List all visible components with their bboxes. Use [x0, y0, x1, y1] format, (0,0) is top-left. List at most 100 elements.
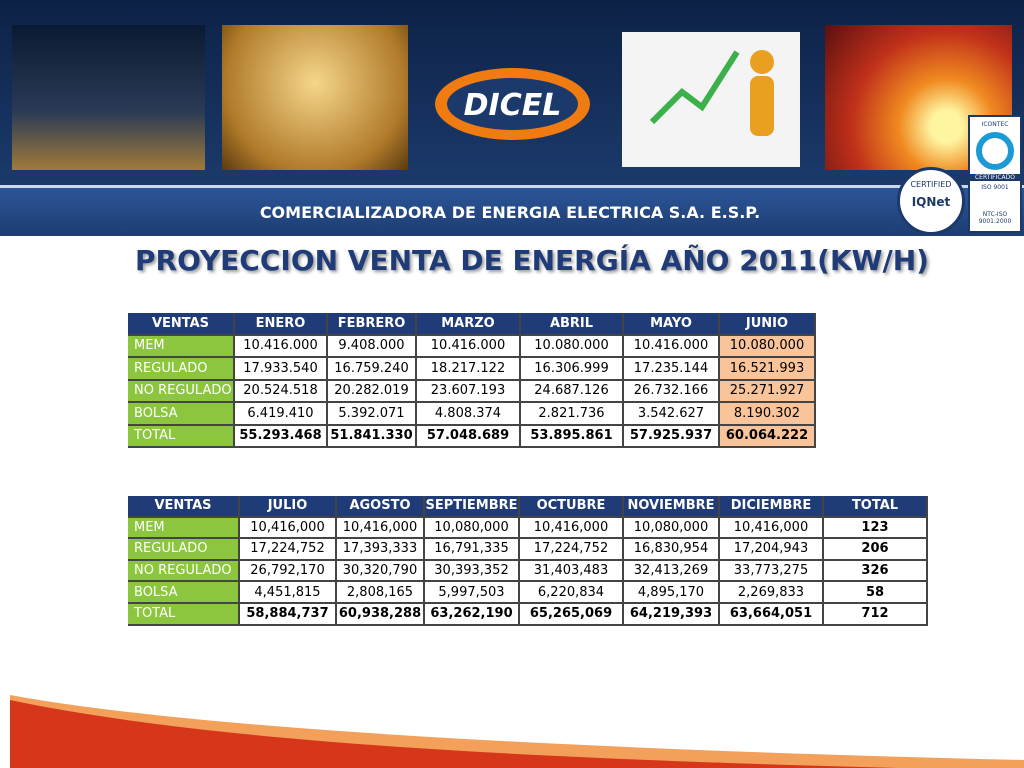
data-cell: 2,808,165: [337, 582, 425, 604]
data-cell: 58,884,737: [240, 604, 337, 626]
data-cell: 64,219,393: [624, 604, 720, 626]
data-cell: 55.293.468: [235, 425, 328, 448]
data-cell: 17.933.540: [235, 358, 328, 381]
logo-text: DICEL: [463, 88, 562, 123]
data-cell: 32,413,269: [624, 560, 720, 583]
data-cell: 16,791,335: [425, 539, 520, 561]
row-label: TOTAL: [128, 425, 235, 448]
data-cell: 6,220,834: [520, 582, 624, 604]
data-cell: 63,664,051: [720, 604, 824, 626]
data-cell: 57.048.689: [417, 425, 521, 448]
header-cell: TOTAL: [824, 496, 928, 518]
data-cell: 25.271.927: [720, 380, 816, 403]
data-cell: 5.392.071: [328, 403, 417, 426]
title: PROYECCION VENTA DE ENERGÍA AÑO 2011(KW/…: [135, 244, 929, 277]
data-cell: 53.895.861: [521, 425, 624, 448]
data-cell: 23.607.193: [417, 380, 521, 403]
data-cell: 24.687.126: [521, 380, 624, 403]
data-cell: 31,403,483: [520, 560, 624, 583]
photo-tower: [222, 25, 408, 170]
header-cell: FEBRERO: [328, 313, 417, 336]
data-cell: 60,938,288: [337, 604, 425, 626]
data-cell: 18.217.122: [417, 358, 521, 381]
row-label: REGULADO: [128, 358, 235, 381]
data-cell: 20.524.518: [235, 380, 328, 403]
data-cell: 2,269,833: [720, 582, 824, 604]
header-cell: OCTUBRE: [520, 496, 624, 518]
header-cell: VENTAS: [128, 496, 240, 518]
header-cell: JULIO: [240, 496, 337, 518]
data-cell: 10.080.000: [720, 335, 816, 358]
badge-icontec: ICONTEC CERTIFICADO ISO 9001 NTC-ISO 900…: [968, 115, 1022, 233]
data-cell: 30,393,352: [425, 560, 520, 583]
badge-text: IQNet: [911, 195, 951, 209]
data-cell: 10,416,000: [720, 517, 824, 540]
data-cell: 30,320,790: [337, 560, 425, 583]
data-cell: 10.416.000: [624, 335, 720, 358]
data-cell: 206: [824, 539, 928, 561]
header-cell: SEPTIEMBRE: [425, 496, 520, 518]
data-cell: 4,451,815: [240, 582, 337, 604]
badge-text: CERTIFICADO: [970, 174, 1020, 181]
header-cell: VENTAS: [128, 313, 235, 336]
data-cell: 10,080,000: [624, 517, 720, 540]
badge-text: ICONTEC: [981, 121, 1009, 128]
row-label: BOLSA: [128, 403, 235, 426]
data-cell: 10.416.000: [417, 335, 521, 358]
data-cell: 17,224,752: [520, 539, 624, 561]
badge-iqnet: CERTIFIED IQNet: [897, 167, 965, 235]
data-cell: 4.808.374: [417, 403, 521, 426]
data-cell: 5,997,503: [425, 582, 520, 604]
data-cell: 10,080,000: [425, 517, 520, 540]
row-label: MEM: [128, 517, 240, 540]
header-cell: JUNIO: [720, 313, 816, 336]
logo-inner: [447, 78, 578, 130]
data-cell: 16,830,954: [624, 539, 720, 561]
badge-text: NTC-ISO 9001:2000: [978, 211, 1012, 225]
data-cell: 17,204,943: [720, 539, 824, 561]
data-cell: 10,416,000: [240, 517, 337, 540]
data-cell: 2.821.736: [521, 403, 624, 426]
company-name: COMERCIALIZADORA DE ENERGIA ELECTRICA S.…: [259, 203, 761, 222]
badge-mark: [976, 132, 1014, 170]
data-cell: 58: [824, 582, 928, 604]
data-cell: 9.408.000: [328, 335, 417, 358]
row-label: NO REGULADO: [128, 380, 235, 403]
header-cell: MAYO: [624, 313, 720, 336]
header-cell: MARZO: [417, 313, 521, 336]
header-band: [0, 185, 1024, 236]
row-label: NO REGULADO: [128, 560, 240, 583]
header-cell: NOVIEMBRE: [624, 496, 720, 518]
photo-city: [12, 25, 205, 170]
data-cell: 16.306.999: [521, 358, 624, 381]
data-cell: 10,416,000: [337, 517, 425, 540]
data-cell: 60.064.222: [720, 425, 816, 448]
data-cell: 51.841.330: [328, 425, 417, 448]
data-cell: 16.521.993: [720, 358, 816, 381]
data-cell: 65,265,069: [520, 604, 624, 626]
data-cell: 16.759.240: [328, 358, 417, 381]
data-cell: 10.416.000: [235, 335, 328, 358]
data-cell: 10,416,000: [520, 517, 624, 540]
header-cell: DICIEMBRE: [720, 496, 824, 518]
data-cell: 20.282.019: [328, 380, 417, 403]
chart-icon: [649, 50, 774, 136]
row-label: BOLSA: [128, 582, 240, 604]
data-cell: 3.542.627: [624, 403, 720, 426]
data-cell: 8.190.302: [720, 403, 816, 426]
data-cell: 123: [824, 517, 928, 540]
data-cell: 26.732.166: [624, 380, 720, 403]
data-cell: 712: [824, 604, 928, 626]
badge-text: CERTIFIED: [910, 180, 952, 189]
header-cell: ABRIL: [521, 313, 624, 336]
data-cell: 4,895,170: [624, 582, 720, 604]
header-cell: ENERO: [235, 313, 328, 336]
data-cell: 326: [824, 560, 928, 583]
data-cell: 57.925.937: [624, 425, 720, 448]
data-cell: 26,792,170: [240, 560, 337, 583]
row-label: MEM: [128, 335, 235, 358]
badge-text: ISO 9001: [981, 184, 1009, 191]
swoosh: [10, 695, 1024, 768]
data-cell: 17,393,333: [337, 539, 425, 561]
